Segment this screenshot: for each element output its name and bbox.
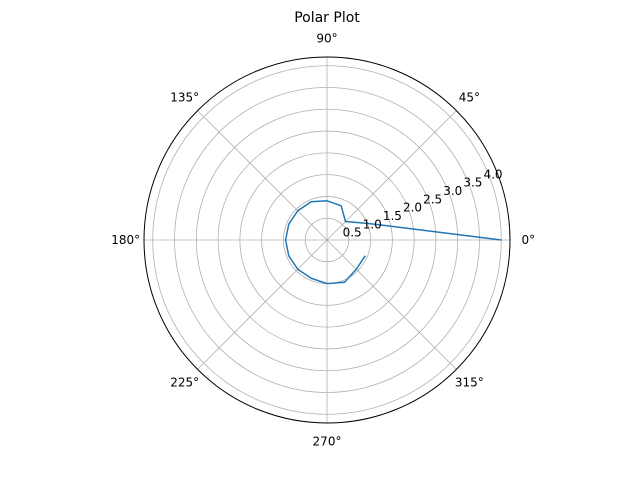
theta-tick-label-2: 90° [316, 32, 337, 46]
theta-grid-line-3 [197, 110, 328, 241]
r-tick-label-6: 3.5 [463, 176, 482, 190]
series-line-0 [284, 200, 502, 285]
r-tick-label-4: 2.5 [423, 192, 442, 206]
series-layer [284, 200, 502, 285]
r-tick-label-3: 2.0 [403, 201, 422, 215]
grid-layer [144, 57, 510, 423]
theta-tick-label-0: 0° [521, 233, 535, 247]
r-tick-label-2: 1.5 [383, 209, 402, 223]
polar-frame [143, 56, 511, 424]
r-tick-label-5: 3.0 [443, 184, 462, 198]
theta-tick-label-1: 45° [459, 91, 480, 105]
theta-grid-line-5 [197, 239, 328, 370]
theta-tick-label-4: 180° [111, 233, 140, 247]
label-layer: 0° 45° 90° 135° 180° 225° 270° 315° 0.51.01.52.0… [111, 32, 535, 449]
chart-title: Polar Plot [294, 10, 360, 26]
theta-tick-label-5: 225° [170, 375, 199, 389]
theta-tick-label-6: 270° [313, 434, 342, 448]
theta-tick-label-3: 135° [170, 91, 199, 105]
r-tick-label-1: 1.0 [363, 217, 382, 231]
r-tick-label-0: 0.5 [343, 226, 362, 240]
theta-grid-line-1 [326, 110, 457, 241]
theta-grid-line-7 [326, 239, 457, 370]
r-tick-label-7: 4.0 [483, 167, 502, 181]
theta-tick-label-7: 315° [455, 375, 484, 389]
